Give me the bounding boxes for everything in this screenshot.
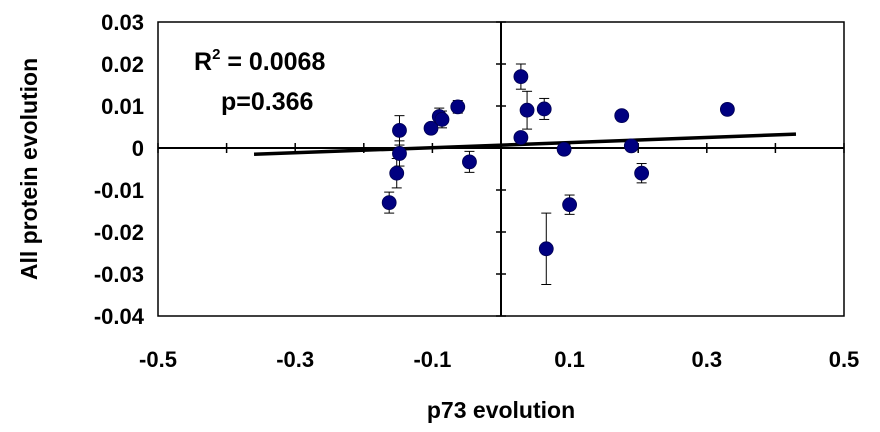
x-tick-label: -0.3 bbox=[276, 347, 314, 372]
y-tick-label: 0.01 bbox=[101, 94, 144, 119]
data-point bbox=[719, 101, 735, 117]
y-tick-label: 0.03 bbox=[101, 10, 144, 35]
data-point bbox=[513, 69, 529, 84]
data-point bbox=[538, 241, 554, 257]
r-squared-value: = 0.0068 bbox=[220, 48, 325, 76]
r-squared-superscript: 2 bbox=[212, 46, 220, 63]
x-tick-label: -0.1 bbox=[413, 347, 451, 372]
data-point bbox=[423, 120, 439, 136]
data-point bbox=[536, 101, 552, 117]
data-point bbox=[389, 165, 405, 181]
p-value-annotation: p=0.366 bbox=[221, 88, 313, 116]
y-tick-label: -0.01 bbox=[94, 178, 144, 203]
x-tick-label: 0.3 bbox=[692, 347, 723, 372]
data-point bbox=[392, 122, 407, 138]
data-point bbox=[562, 197, 577, 213]
x-tick-label: 0.5 bbox=[829, 347, 860, 372]
r-squared-prefix: R bbox=[194, 48, 212, 76]
x-tick-label: 0.1 bbox=[554, 347, 585, 372]
data-point bbox=[450, 99, 466, 115]
data-point bbox=[392, 146, 407, 161]
x-tick-label: -0.5 bbox=[139, 347, 177, 372]
data-point bbox=[513, 130, 529, 145]
y-axis-title: All protein evolution bbox=[16, 58, 42, 280]
y-tick-label: -0.04 bbox=[94, 304, 145, 329]
data-point bbox=[623, 138, 639, 154]
data-point bbox=[556, 141, 572, 157]
tick-labels: -0.5 -0.3 -0.1 0.1 0.3 0.5 0.03 0.02 0.01 0 -0.01 -… bbox=[94, 10, 859, 372]
trendline bbox=[253, 132, 797, 157]
y-tick-label: -0.02 bbox=[94, 220, 144, 245]
trendline-group bbox=[253, 132, 797, 157]
data-points bbox=[381, 69, 735, 257]
data-point bbox=[381, 195, 397, 211]
y-tick-label: -0.03 bbox=[94, 262, 144, 287]
y-tick-label: 0.02 bbox=[101, 52, 144, 77]
data-point bbox=[519, 102, 535, 118]
data-point bbox=[462, 154, 477, 170]
data-point bbox=[634, 165, 650, 181]
x-axis-title: p73 evolution bbox=[427, 397, 575, 423]
r-squared-annotation: R2 = 0.0068 bbox=[194, 46, 325, 76]
data-point bbox=[434, 112, 450, 127]
y-tick-label: 0 bbox=[132, 136, 144, 161]
data-point bbox=[614, 108, 630, 124]
